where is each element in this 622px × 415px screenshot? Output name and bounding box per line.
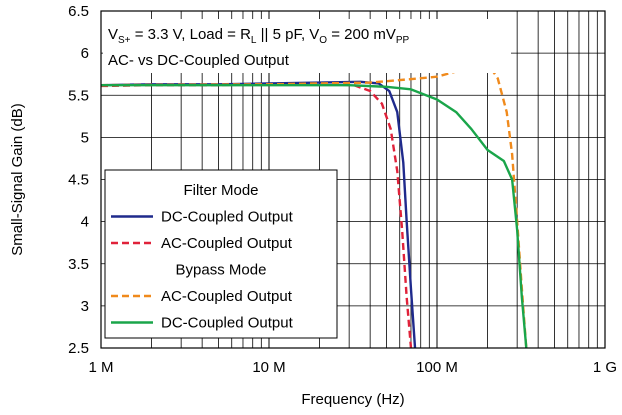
y-tick-label: 5.5 xyxy=(68,87,89,104)
y-tick-label: 4.5 xyxy=(68,172,89,189)
series-line-3 xyxy=(101,83,528,348)
chart-annotation: VS+ = 3.3 V, Load = RL || 5 pF, VO = 200… xyxy=(103,19,511,73)
annotation-subscript: S+ xyxy=(118,35,131,46)
legend-label-bypass-ac: AC-Coupled Output xyxy=(161,288,293,305)
annotation-subscript: L xyxy=(251,35,257,46)
annotation-subtitle: AC- vs DC-Coupled Output xyxy=(108,52,290,69)
legend-label-filter-dc: DC-Coupled Output xyxy=(161,209,294,226)
x-tick-labels: 1 M 10 M 100 M 1 G xyxy=(88,359,617,376)
y-tick-label: 4 xyxy=(81,214,89,231)
x-tick-label: 1 G xyxy=(593,359,617,376)
series-line-1 xyxy=(101,83,413,348)
y-tick-label: 3 xyxy=(81,298,89,315)
y-tick-label: 5 xyxy=(81,129,89,146)
y-tick-label: 6 xyxy=(81,45,89,62)
annotation-background xyxy=(103,19,511,73)
x-tick-label: 10 M xyxy=(252,359,285,376)
annotation-subscript: O xyxy=(319,35,327,46)
legend: Filter Mode DC-Coupled Output AC-Coupled… xyxy=(104,169,338,339)
annotation-part: || 5 pF, V xyxy=(256,26,319,43)
x-tick-label: 100 M xyxy=(416,359,458,376)
y-tick-labels: 2.5 3 3.5 4 4.5 5 5.5 6 6.5 xyxy=(68,3,89,357)
x-tick-label: 1 M xyxy=(88,359,113,376)
legend-group-title-filter: Filter Mode xyxy=(183,182,258,199)
legend-label-filter-ac: AC-Coupled Output xyxy=(161,235,293,252)
annotation-part: = 3.3 V, Load = R xyxy=(131,26,252,43)
y-tick-label: 3.5 xyxy=(68,256,89,273)
y-tick-label: 2.5 xyxy=(68,340,89,357)
legend-box xyxy=(104,169,338,339)
x-axis-label: Frequency (Hz) xyxy=(301,391,404,408)
annotation-subscript: PP xyxy=(396,35,410,46)
annotation-conditions: VS+ = 3.3 V, Load = RL || 5 pF, VO = 200… xyxy=(108,26,410,46)
plot-frame xyxy=(100,10,606,349)
y-tick-label: 6.5 xyxy=(68,3,89,20)
annotation-part: V xyxy=(108,26,118,43)
annotation-part: = 200 mV xyxy=(327,26,396,43)
legend-label-bypass-dc: DC-Coupled Output xyxy=(161,315,294,332)
legend-group-title-bypass: Bypass Mode xyxy=(176,262,267,279)
y-axis-label: Small-Signal Gain (dB) xyxy=(9,103,26,256)
